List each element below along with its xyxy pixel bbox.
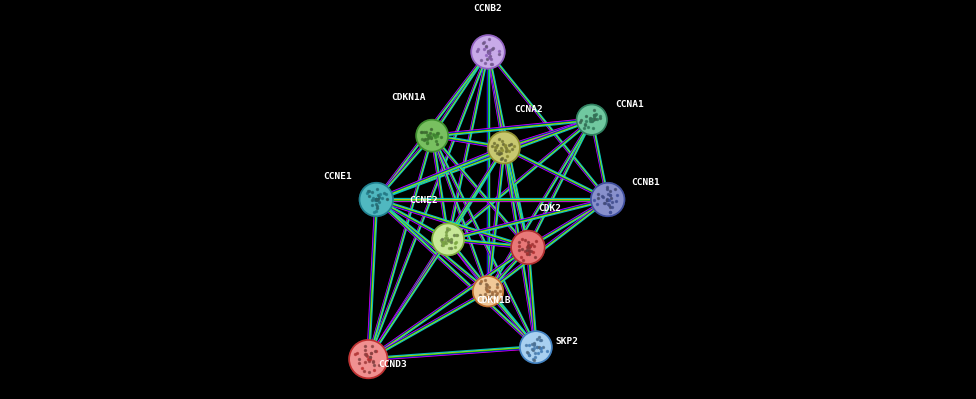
Circle shape (472, 275, 504, 307)
Text: CCNB1: CCNB1 (631, 178, 661, 187)
Text: CCNA1: CCNA1 (616, 100, 644, 109)
Circle shape (488, 132, 520, 164)
Circle shape (432, 223, 464, 255)
Text: CCNB2: CCNB2 (473, 4, 503, 13)
Circle shape (577, 105, 607, 135)
Circle shape (590, 183, 625, 216)
Circle shape (431, 223, 465, 256)
Text: CDK2: CDK2 (538, 203, 561, 213)
Circle shape (470, 34, 506, 69)
Circle shape (359, 182, 394, 217)
Text: CCND3: CCND3 (379, 360, 407, 369)
Circle shape (472, 276, 504, 306)
Text: CDKN1B: CDKN1B (476, 296, 511, 305)
Circle shape (576, 104, 608, 136)
Circle shape (510, 230, 546, 265)
Text: CCNA2: CCNA2 (514, 105, 543, 114)
Circle shape (511, 231, 545, 264)
Text: CCNE1: CCNE1 (324, 172, 352, 181)
Text: CDKN1A: CDKN1A (391, 93, 427, 102)
Circle shape (590, 182, 626, 217)
Circle shape (487, 131, 521, 164)
Text: CCNE2: CCNE2 (409, 196, 438, 205)
Circle shape (416, 120, 448, 152)
Circle shape (348, 339, 388, 379)
Circle shape (349, 340, 387, 378)
Circle shape (416, 119, 449, 152)
Circle shape (519, 330, 552, 364)
Circle shape (520, 331, 551, 363)
Circle shape (359, 183, 393, 216)
Circle shape (471, 35, 505, 69)
Text: SKP2: SKP2 (555, 337, 579, 346)
